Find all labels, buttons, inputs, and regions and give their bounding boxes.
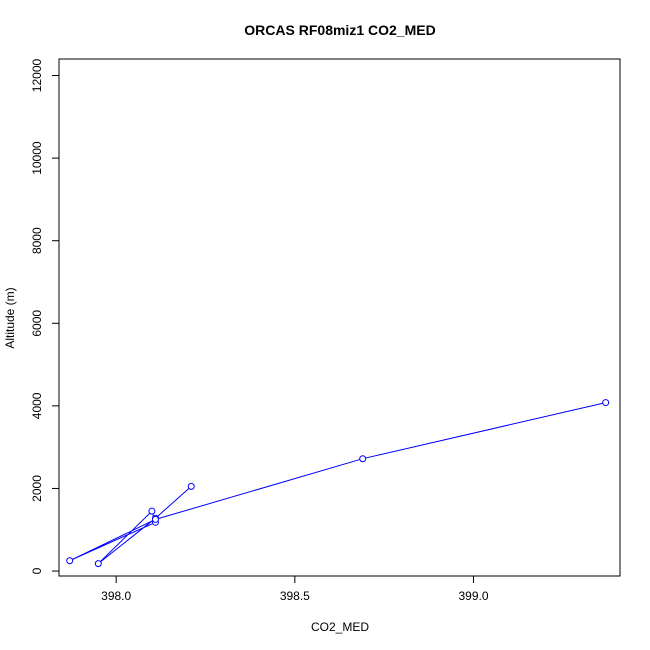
data-point (148, 507, 156, 515)
y-tick-label: 6000 (30, 310, 44, 337)
data-point (94, 560, 102, 568)
data-point (359, 455, 367, 463)
y-tick-label: 0 (30, 567, 44, 574)
x-tick-label: 398.5 (280, 589, 310, 603)
y-tick-label: 2000 (30, 475, 44, 502)
data-point (602, 399, 610, 407)
data-point (187, 482, 195, 490)
x-axis: 398.0 398.5 399.0 (101, 575, 489, 603)
x-axis-label: CO2_MED (311, 620, 369, 634)
y-axis: 0 2000 4000 6000 8000 10000 12000 (30, 59, 60, 574)
x-tick-label: 399.0 (458, 589, 488, 603)
data-point (66, 557, 74, 565)
y-tick-label: 8000 (30, 227, 44, 254)
y-tick-label: 12000 (30, 59, 44, 93)
y-tick-label: 10000 (30, 141, 44, 175)
y-tick-label: 4000 (30, 392, 44, 419)
series-group (66, 399, 610, 568)
data-point (151, 515, 159, 523)
x-tick-label: 398.0 (101, 589, 131, 603)
y-axis-label: Altitude (m) (3, 287, 17, 348)
chart-title: ORCAS RF08miz1 CO2_MED (244, 22, 435, 38)
